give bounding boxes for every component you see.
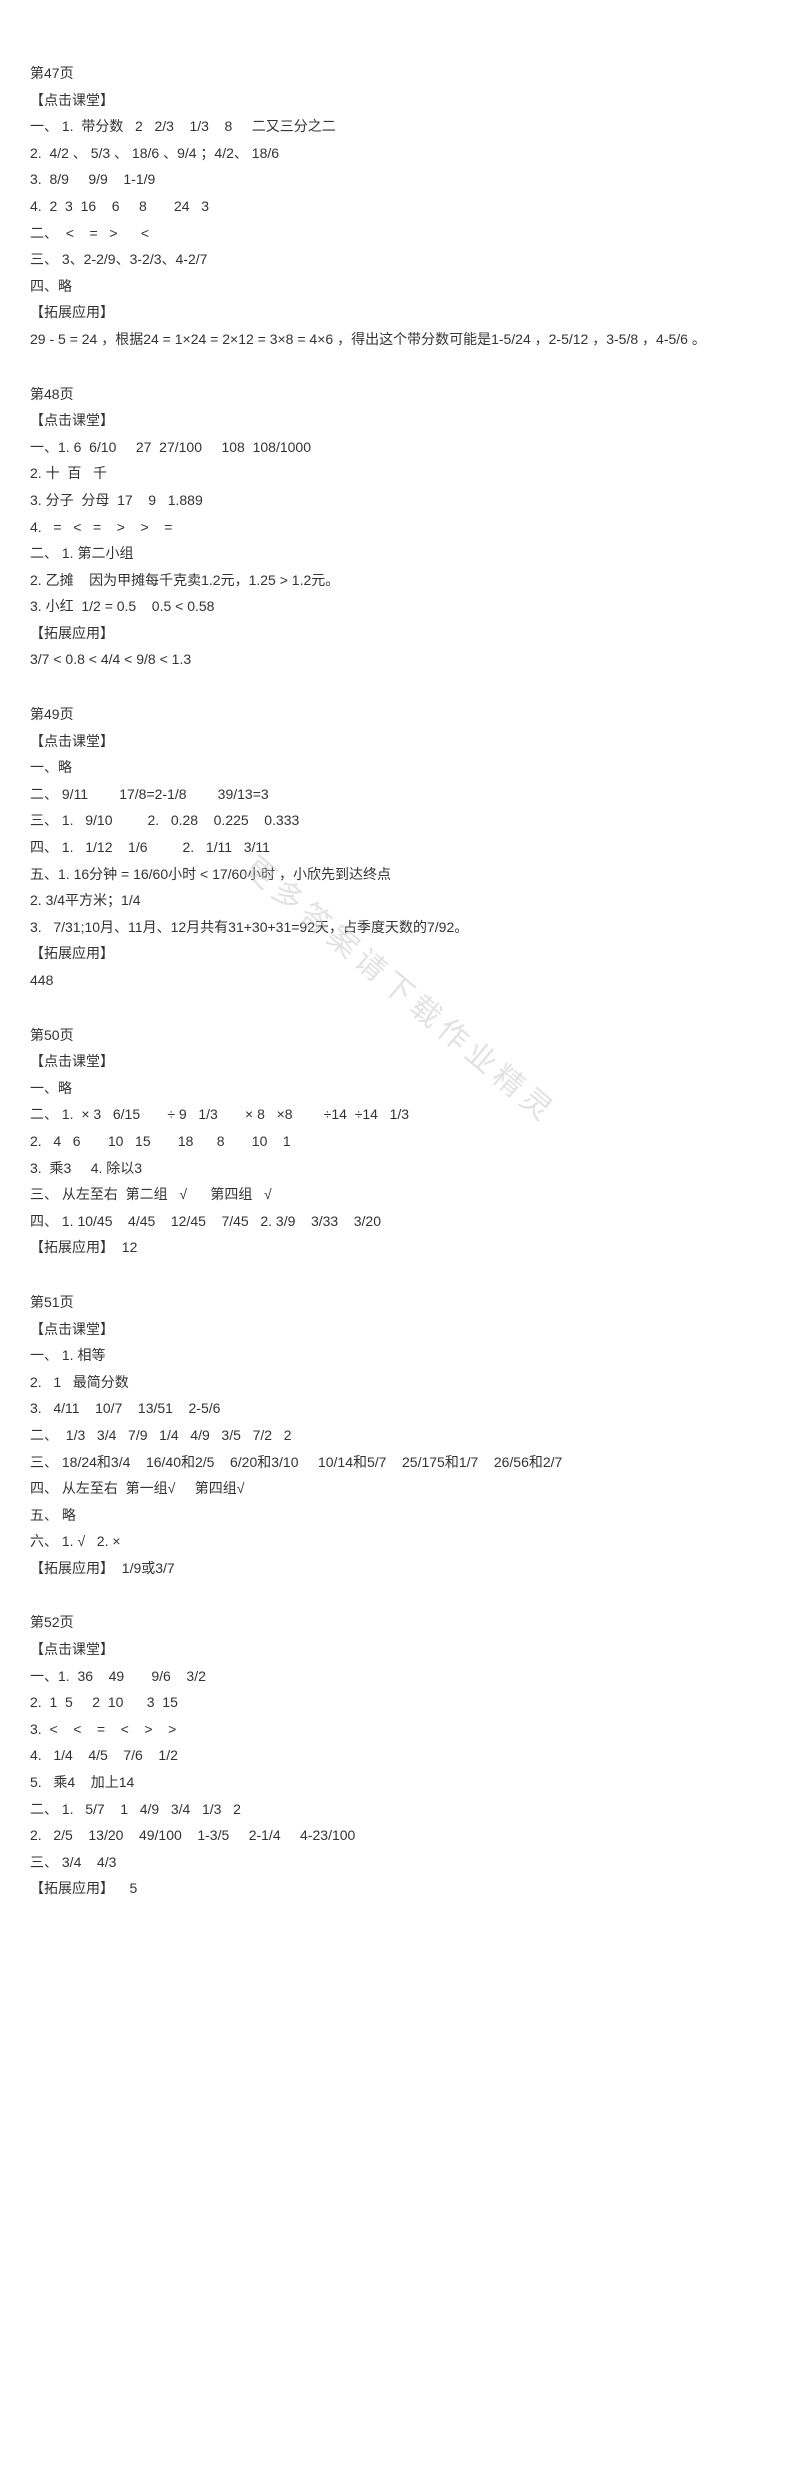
answer-line: 【点击课堂】 bbox=[30, 1316, 770, 1343]
answer-line: 【拓展应用】 bbox=[30, 940, 770, 967]
answer-line: 【点击课堂】 bbox=[30, 1048, 770, 1075]
answer-line: 二、 < = > < bbox=[30, 220, 770, 247]
answer-line: 三、 3/4 4/3 bbox=[30, 1849, 770, 1876]
answer-line: 4. 1/4 4/5 7/6 1/2 bbox=[30, 1742, 770, 1769]
answer-line: 3. 8/9 9/9 1-1/9 bbox=[30, 166, 770, 193]
answer-line: 2. 4 6 10 15 18 8 10 1 bbox=[30, 1128, 770, 1155]
page-title: 第49页 bbox=[30, 701, 770, 728]
answer-line: 3/7 < 0.8 < 4/4 < 9/8 < 1.3 bbox=[30, 646, 770, 673]
answer-line: 3. 乘3 4. 除以3 bbox=[30, 1155, 770, 1182]
answer-line: 一、略 bbox=[30, 1075, 770, 1102]
answer-line: 一、 1. 相等 bbox=[30, 1342, 770, 1369]
answer-line: 一、1. 6 6/10 27 27/100 108 108/1000 bbox=[30, 434, 770, 461]
answer-page-block: 第51页【点击课堂】一、 1. 相等2. 1 最简分数3. 4/11 10/7 … bbox=[30, 1289, 770, 1582]
answer-line: 二、 1/3 3/4 7/9 1/4 4/9 3/5 7/2 2 bbox=[30, 1422, 770, 1449]
answer-line: 五、1. 16分钟 = 16/60小时 < 17/60小时 ，小欣先到达终点 bbox=[30, 861, 770, 888]
page-title: 第52页 bbox=[30, 1609, 770, 1636]
answer-line: 四、 1. 1/12 1/6 2. 1/11 3/11 bbox=[30, 834, 770, 861]
answer-page-block: 第48页【点击课堂】一、1. 6 6/10 27 27/100 108 108/… bbox=[30, 381, 770, 674]
answer-line: 六、 1. √ 2. × bbox=[30, 1528, 770, 1555]
answer-line: 二、 1. 第二小组 bbox=[30, 540, 770, 567]
answer-line: 3. 小红 1/2 = 0.5 0.5 < 0.58 bbox=[30, 593, 770, 620]
answer-line: 【拓展应用】 12 bbox=[30, 1234, 770, 1261]
answer-line: 【拓展应用】 bbox=[30, 620, 770, 647]
answer-line: 三、 18/24和3/4 16/40和2/5 6/20和3/10 10/14和5… bbox=[30, 1449, 770, 1476]
answer-line: 2. 乙摊 因为甲摊每千克卖1.2元，1.25 > 1.2元。 bbox=[30, 567, 770, 594]
answer-line: 【拓展应用】 5 bbox=[30, 1875, 770, 1902]
answer-page-block: 第52页【点击课堂】一、1. 36 49 9/6 3/22. 1 5 2 10 … bbox=[30, 1609, 770, 1902]
answer-line: 一、1. 36 49 9/6 3/2 bbox=[30, 1663, 770, 1690]
answer-line: 三、 3、2-2/9、3-2/3、4-2/7 bbox=[30, 246, 770, 273]
answer-line: 五、 略 bbox=[30, 1502, 770, 1529]
answer-line: 448 bbox=[30, 967, 770, 994]
answer-line: 3. 分子 分母 17 9 1.889 bbox=[30, 487, 770, 514]
answer-line: 二、 1. 5/7 1 4/9 3/4 1/3 2 bbox=[30, 1796, 770, 1823]
answer-line: 2. 4/2 、 5/3 、 18/6 、9/4 ；4/2、 18/6 bbox=[30, 140, 770, 167]
answer-line: 二、 9/11 17/8=2-1/8 39/13=3 bbox=[30, 781, 770, 808]
content-container: 第47页【点击课堂】一、 1. 带分数 2 2/3 1/3 8 二又三分之二2.… bbox=[30, 60, 770, 1902]
answer-line: 3. 7/31;10月、11月、12月共有31+30+31=92天，占季度天数的… bbox=[30, 914, 770, 941]
answer-line: 2. 1 5 2 10 3 15 bbox=[30, 1689, 770, 1716]
answer-line: 5. 乘4 加上14 bbox=[30, 1769, 770, 1796]
answer-line: 四、略 bbox=[30, 273, 770, 300]
answer-line: 3. 4/11 10/7 13/51 2-5/6 bbox=[30, 1395, 770, 1422]
page-title: 第50页 bbox=[30, 1022, 770, 1049]
answer-line: 一、略 bbox=[30, 754, 770, 781]
answer-line: 一、 1. 带分数 2 2/3 1/3 8 二又三分之二 bbox=[30, 113, 770, 140]
page-title: 第48页 bbox=[30, 381, 770, 408]
answer-page-block: 第50页【点击课堂】一、略二、 1. × 3 6/15 ÷ 9 1/3 × 8 … bbox=[30, 1022, 770, 1261]
answer-page-block: 第49页【点击课堂】一、略二、 9/11 17/8=2-1/8 39/13=3三… bbox=[30, 701, 770, 994]
answer-line: 29 - 5 = 24 ，根据24 = 1×24 = 2×12 = 3×8 = … bbox=[30, 326, 770, 353]
answer-line: 2. 十 百 千 bbox=[30, 460, 770, 487]
answer-line: 二、 1. × 3 6/15 ÷ 9 1/3 × 8 ×8 ÷14 ÷14 1/… bbox=[30, 1101, 770, 1128]
answer-line: 【点击课堂】 bbox=[30, 407, 770, 434]
answer-line: 三、 1. 9/10 2. 0.28 0.225 0.333 bbox=[30, 807, 770, 834]
answer-line: 3. < < = < > > bbox=[30, 1716, 770, 1743]
answer-line: 【点击课堂】 bbox=[30, 1636, 770, 1663]
answer-line: 4. 2 3 16 6 8 24 3 bbox=[30, 193, 770, 220]
answer-line: 四、 1. 10/45 4/45 12/45 7/45 2. 3/9 3/33 … bbox=[30, 1208, 770, 1235]
page-title: 第47页 bbox=[30, 60, 770, 87]
answer-line: 2. 1 最简分数 bbox=[30, 1369, 770, 1396]
answer-line: 2. 3/4平方米；1/4 bbox=[30, 887, 770, 914]
answer-line: 三、 从左至右 第二组 √ 第四组 √ bbox=[30, 1181, 770, 1208]
answer-line: 【拓展应用】 bbox=[30, 299, 770, 326]
answer-line: 【点击课堂】 bbox=[30, 728, 770, 755]
document-page: 更多答案请下载作业精灵 第47页【点击课堂】一、 1. 带分数 2 2/3 1/… bbox=[0, 0, 800, 1970]
answer-line: 【点击课堂】 bbox=[30, 87, 770, 114]
page-title: 第51页 bbox=[30, 1289, 770, 1316]
answer-line: 四、 从左至右 第一组√ 第四组√ bbox=[30, 1475, 770, 1502]
answer-line: 【拓展应用】 1/9或3/7 bbox=[30, 1555, 770, 1582]
answer-line: 2. 2/5 13/20 49/100 1-3/5 2-1/4 4-23/100 bbox=[30, 1822, 770, 1849]
answer-page-block: 第47页【点击课堂】一、 1. 带分数 2 2/3 1/3 8 二又三分之二2.… bbox=[30, 60, 770, 353]
answer-line: 4. = < = > > = bbox=[30, 514, 770, 541]
